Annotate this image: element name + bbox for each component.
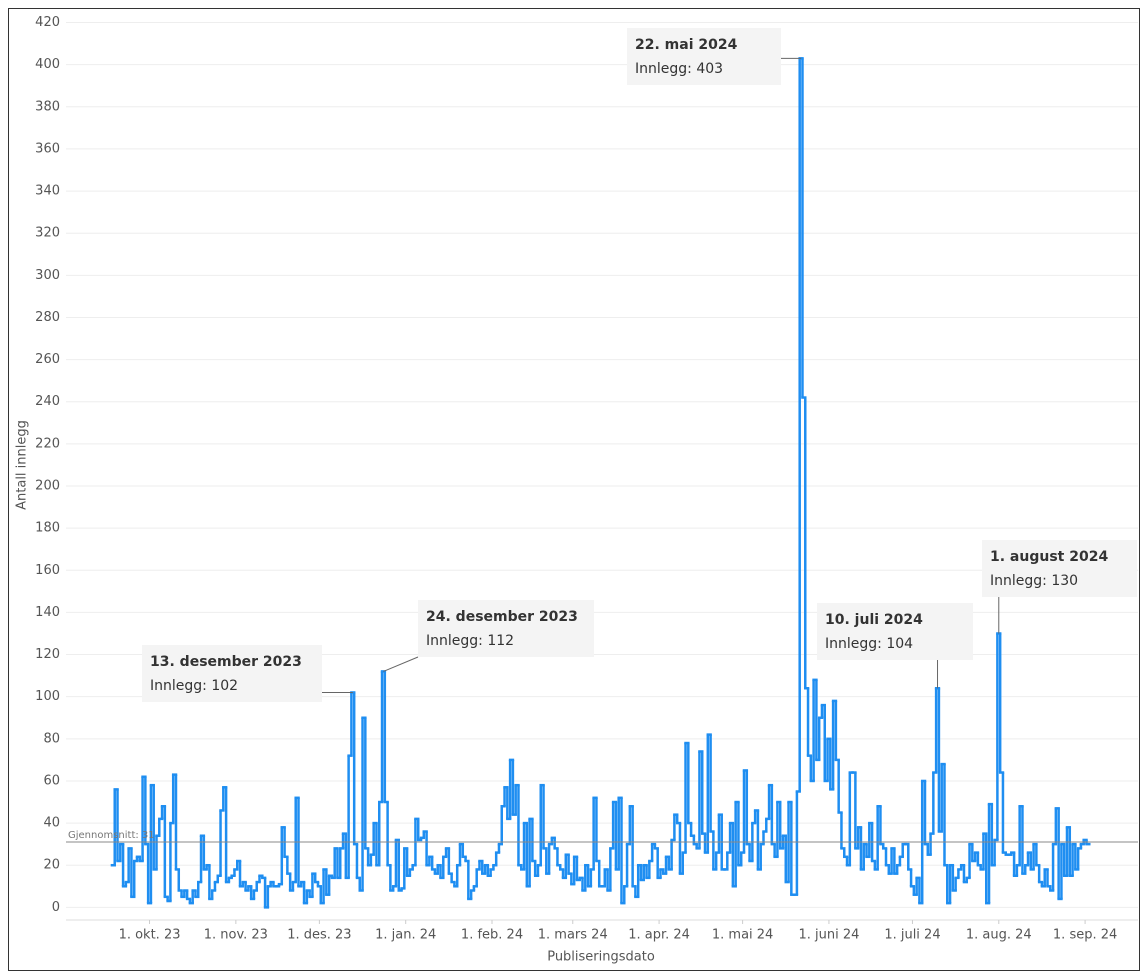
y-tick-label: 0 [52, 900, 60, 915]
x-tick-label: 1. aug. 24 [966, 928, 1032, 943]
annotation-title: 1. august 2024 [990, 549, 1108, 565]
average-label: Gjennomsnitt: 31 [68, 830, 155, 841]
x-tick-label: 1. sep. 24 [1053, 928, 1117, 943]
y-tick-label: 260 [35, 352, 60, 367]
y-tick-label: 320 [35, 226, 60, 241]
x-tick-label: 1. apr. 24 [628, 928, 690, 943]
y-tick-label: 140 [35, 605, 60, 620]
y-tick-label: 220 [35, 436, 60, 451]
x-axis-title: Publiseringsdato [547, 950, 655, 965]
y-tick-label: 160 [35, 563, 60, 578]
x-tick-label: 1. okt. 23 [119, 928, 181, 943]
series [110, 57, 1091, 909]
x-tick-label: 1. juli 24 [884, 928, 940, 943]
annotation-box [418, 600, 594, 657]
y-tick-label: 420 [35, 15, 60, 30]
y-tick-label: 180 [35, 521, 60, 536]
y-tick-label: 360 [35, 141, 60, 156]
annotation-text: Innlegg: 130 [990, 573, 1078, 589]
y-tick-label: 60 [43, 773, 60, 788]
annotation-box [817, 603, 973, 660]
y-axis-title: Antall innlegg [15, 420, 30, 510]
x-tick-label: 1. juni 24 [798, 928, 859, 943]
y-tick-label: 240 [35, 394, 60, 409]
annotation-title: 10. juli 2024 [825, 612, 923, 628]
annotation-title: 22. mai 2024 [635, 37, 738, 53]
y-tick-label: 340 [35, 184, 60, 199]
annotation-box [142, 645, 322, 702]
annotation-box [982, 540, 1137, 597]
x-tick-label: 1. mai 24 [712, 928, 773, 943]
y-tick-label: 200 [35, 479, 60, 494]
x-tick-label: 1. nov. 23 [204, 928, 268, 943]
annotation-text: Innlegg: 102 [150, 678, 238, 694]
x-tick-label: 1. des. 23 [287, 928, 351, 943]
frame [8, 8, 1140, 971]
y-tick-label: 120 [35, 647, 60, 662]
y-tick-label: 280 [35, 310, 60, 325]
annotation-text: Innlegg: 403 [635, 61, 723, 77]
annotation-title: 24. desember 2023 [426, 609, 578, 625]
x-tick-label: 1. mars 24 [538, 928, 608, 943]
y-tick-label: 400 [35, 57, 60, 72]
annotation-text: Innlegg: 104 [825, 636, 913, 652]
y-tick-label: 20 [43, 858, 60, 873]
annotation-text: Innlegg: 112 [426, 633, 514, 649]
annotation-leader [383, 656, 419, 672]
y-tick-label: 300 [35, 268, 60, 283]
y-tick-label: 40 [43, 816, 60, 831]
y-tick-label: 100 [35, 689, 60, 704]
y-tick-label: 80 [43, 731, 60, 746]
y-tick-label: 380 [35, 99, 60, 114]
annotation-title: 13. desember 2023 [150, 654, 302, 670]
annotation-box [627, 28, 781, 85]
x-tick-label: 1. jan. 24 [375, 928, 436, 943]
x-tick-label: 1. feb. 24 [461, 928, 523, 943]
